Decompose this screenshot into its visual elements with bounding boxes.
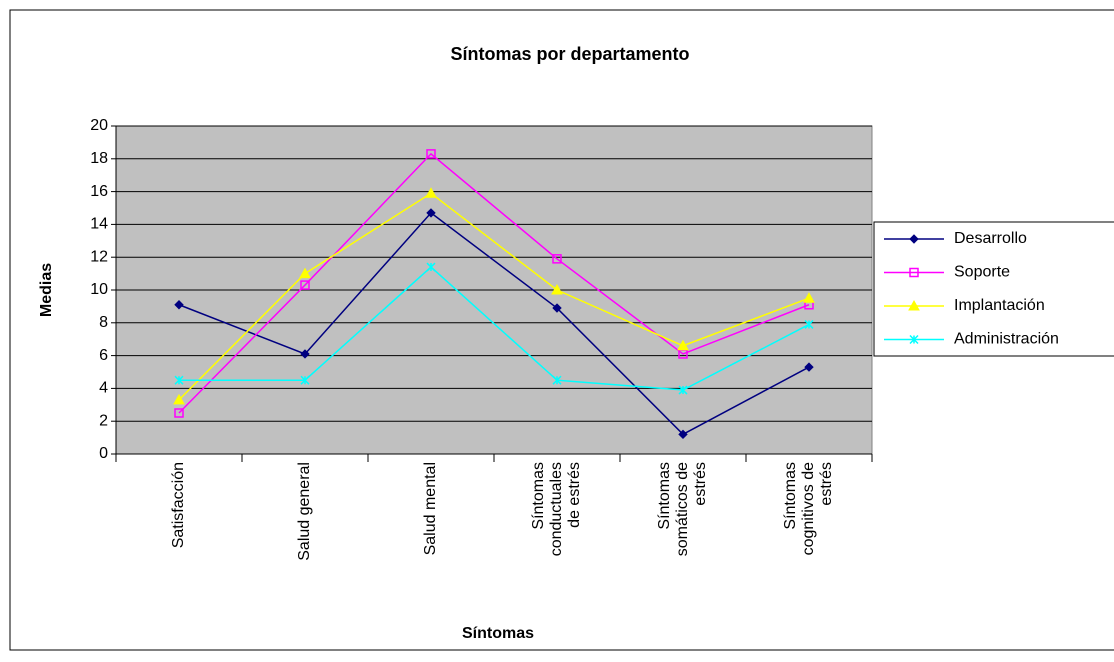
y-tick-label: 16 — [90, 183, 108, 200]
data-point — [426, 208, 436, 218]
x-tick-label: Síntomas conductuales de estrés — [530, 462, 583, 557]
y-tick-label: 12 — [90, 248, 108, 265]
legend-marker — [909, 334, 919, 345]
legend-label: Implantación — [954, 297, 1045, 314]
data-point — [174, 300, 184, 310]
data-point — [552, 375, 562, 385]
legend-label: Desarrollo — [954, 230, 1027, 247]
y-tick-label: 4 — [99, 380, 108, 397]
data-point — [426, 262, 436, 272]
x-axis-label: Síntomas — [462, 625, 534, 642]
data-point — [300, 349, 310, 359]
data-point — [678, 429, 688, 440]
legend-label: Soporte — [954, 264, 1010, 281]
y-tick-label: 10 — [90, 281, 108, 298]
data-point — [551, 283, 563, 295]
series-line — [178, 192, 810, 401]
data-point — [299, 267, 311, 279]
y-tick-label: 0 — [99, 445, 108, 462]
data-point — [552, 303, 562, 313]
y-tick-label: 2 — [99, 412, 108, 429]
data-point — [300, 375, 310, 385]
data-point — [552, 254, 562, 264]
legend-box — [873, 221, 1114, 357]
y-axis-label: Medias — [38, 263, 55, 317]
y-tick-label: 18 — [90, 150, 108, 167]
y-tick-label: 6 — [99, 347, 108, 364]
data-point — [804, 362, 814, 372]
y-tick-label: 14 — [90, 216, 108, 233]
x-tick-label: Salud mental — [422, 462, 439, 556]
x-tick-label: Síntomas cognitivos de estrés — [782, 462, 835, 556]
data-point — [174, 408, 184, 418]
y-tick-label: 8 — [99, 314, 108, 331]
legend-label: Administración — [954, 331, 1059, 348]
data-point — [678, 385, 688, 395]
data-point — [677, 339, 689, 351]
y-tick-label: 20 — [90, 117, 108, 134]
data-point — [425, 187, 437, 198]
x-tick-label: Satisfacción — [170, 462, 187, 549]
data-point — [426, 149, 436, 159]
data-point — [803, 292, 815, 303]
series-line — [178, 152, 810, 414]
legend-marker — [908, 299, 920, 311]
data-point — [300, 280, 310, 290]
series-line — [178, 211, 810, 436]
x-tick-label: Síntomas somáticos de estrés — [656, 462, 709, 557]
x-tick-label: Salud general — [296, 462, 313, 561]
data-point — [804, 319, 814, 329]
series-line — [179, 266, 810, 391]
legend-marker — [909, 234, 919, 244]
chart-title: Síntomas por departamento — [450, 44, 689, 64]
data-point — [173, 393, 185, 405]
legend-marker — [909, 267, 919, 278]
data-point — [174, 375, 184, 385]
